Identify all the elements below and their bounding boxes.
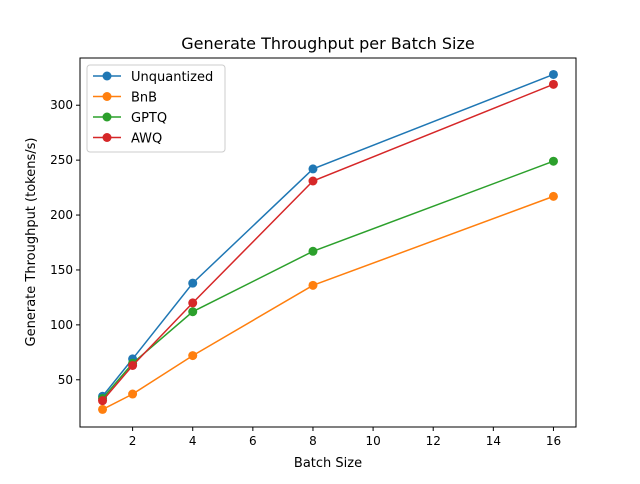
legend-label: BnB [131, 91, 157, 106]
y-tick-label: 50 [58, 373, 73, 387]
x-tick-label: 14 [486, 434, 501, 448]
data-point-bnb [128, 389, 138, 399]
legend-label: AWQ [131, 132, 162, 147]
data-point-unquantized [188, 278, 198, 288]
y-tick-label: 200 [50, 208, 73, 222]
plot-frame [79, 57, 577, 428]
x-tick-label: 10 [365, 434, 380, 448]
legend-marker [102, 92, 112, 101]
data-point-gptq [548, 156, 558, 166]
data-point-gptq [188, 307, 198, 317]
series-line-bnb [102, 195, 554, 411]
data-point-awq [548, 79, 558, 89]
data-point-bnb [308, 280, 318, 290]
data-point-awq [128, 361, 138, 370]
legend: Unquantized BnB GPTQ AWQ [86, 64, 226, 153]
legend-marker [102, 112, 112, 122]
legend-box [86, 64, 226, 153]
data-point-gptq [308, 246, 318, 256]
x-axis-label: Batch Size [294, 456, 362, 471]
legend-marker [102, 71, 112, 81]
data-point-unquantized [308, 164, 318, 174]
data-point-awq [188, 298, 198, 308]
x-tick-label: 2 [129, 434, 137, 448]
x-tick-label: 6 [249, 434, 257, 448]
data-point-bnb [98, 404, 108, 414]
y-tick-label: 100 [50, 318, 73, 332]
data-point-bnb [188, 351, 198, 361]
data-point-awq [308, 176, 318, 186]
y-tick-label: 150 [50, 263, 73, 277]
legend-label: GPTQ [131, 111, 167, 126]
x-tick-label: 16 [546, 434, 561, 448]
data-point-bnb [548, 191, 558, 201]
x-tick-label: 4 [189, 434, 197, 448]
x-tick-label: 12 [426, 434, 441, 448]
y-axis-label: Generate Throughput (tokens/s) [24, 138, 39, 347]
y-tick-label: 250 [50, 153, 73, 167]
chart-title: Generate Throughput per Batch Size [181, 34, 474, 53]
legend-marker [102, 133, 112, 142]
x-tick-label: 8 [309, 434, 317, 448]
legend-label: Unquantized [131, 70, 213, 85]
data-point-awq [98, 396, 108, 406]
data-point-unquantized [548, 69, 558, 79]
y-tick-label: 300 [50, 98, 73, 112]
